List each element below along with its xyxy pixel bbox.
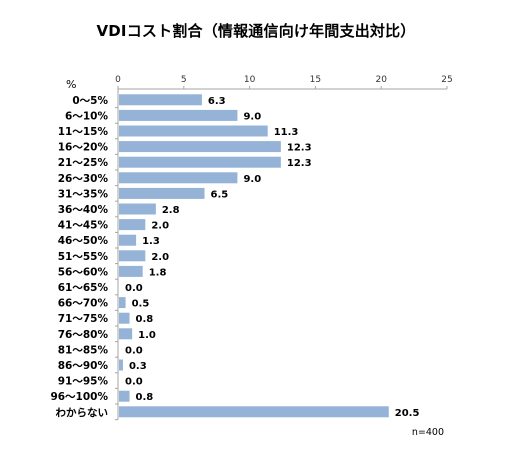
chart-title: VDIコスト割合（情報通信向け年間支出対比）: [96, 22, 416, 40]
sample-size-note: n=400: [412, 427, 444, 438]
x-tick-label: 20: [375, 75, 387, 85]
data-label: 12.3: [287, 158, 312, 169]
data-label: 0.8: [136, 314, 154, 325]
category-label: 36～40%: [58, 204, 109, 216]
data-label: 0.5: [132, 299, 150, 310]
category-label: わからない: [56, 407, 109, 419]
bar: [119, 156, 281, 168]
data-label: 0.3: [129, 361, 147, 372]
data-label: 2.0: [151, 252, 169, 263]
data-label: 0.0: [125, 377, 143, 388]
category-label: 26～30%: [58, 173, 109, 185]
category-label: 61～65%: [58, 282, 109, 294]
bar: [119, 172, 238, 184]
category-axis-title: %: [66, 78, 76, 91]
bar: [119, 187, 205, 199]
category-label: 96～100%: [50, 391, 108, 403]
x-tick-label: 10: [244, 75, 256, 85]
category-label: 11～15%: [58, 126, 109, 138]
x-tick-label: 5: [181, 75, 187, 85]
category-label: 86～90%: [58, 360, 109, 372]
category-label: 41～45%: [58, 220, 109, 232]
bar: [119, 219, 146, 231]
category-label: 76～80%: [58, 329, 109, 341]
category-label: 71～75%: [58, 313, 109, 325]
bar: [119, 250, 146, 262]
bar: [119, 125, 268, 137]
bar: [119, 234, 137, 246]
category-label: 56～60%: [58, 266, 109, 278]
bar: [119, 328, 133, 340]
category-label: 6～10%: [65, 110, 108, 122]
bar-series: [119, 94, 389, 418]
data-label: 1.8: [149, 267, 167, 278]
data-label: 11.3: [274, 127, 299, 138]
bar: [119, 359, 123, 371]
category-label: 31～35%: [58, 188, 109, 200]
x-axis: 0 5 10 15 20 25: [115, 75, 453, 421]
data-label: 20.5: [395, 408, 420, 419]
category-label: 16～20%: [58, 142, 109, 154]
bar: [119, 297, 126, 309]
data-label: 9.0: [243, 174, 261, 185]
bar: [119, 141, 281, 153]
x-tick-label: 0: [115, 75, 121, 85]
category-label: 21～25%: [58, 157, 109, 169]
data-label: 6.5: [211, 189, 229, 200]
category-label: 51～55%: [58, 251, 109, 263]
category-label: 81～85%: [58, 344, 109, 356]
data-label: 2.8: [162, 205, 180, 216]
data-label: 1.3: [142, 236, 160, 247]
x-tick-label: 15: [310, 75, 321, 85]
data-label: 9.0: [243, 111, 261, 122]
data-label: 1.0: [138, 330, 156, 341]
data-label: 0.0: [125, 283, 143, 294]
data-labels: 6.3 9.0 11.3 12.3 12.3 9.0 6.5 2.8 2.0 1.3 2.0 1.8 0…: [125, 96, 419, 419]
bar: [119, 312, 130, 324]
data-label: 0.8: [136, 392, 154, 403]
bar: [119, 94, 202, 106]
bar: [119, 203, 156, 215]
category-label: 46～50%: [58, 235, 109, 247]
bar: [119, 265, 143, 277]
category-label: 66～70%: [58, 298, 109, 310]
category-axis: 0～5% 6～10% 11～15% 16～20% 21～25% 26～30% 31～35% 3…: [50, 95, 108, 419]
bar: [119, 406, 389, 418]
category-label: 0～5%: [72, 95, 108, 107]
x-tick-label: 25: [441, 75, 452, 85]
bar: [119, 390, 130, 402]
bar: [119, 109, 238, 121]
data-label: 2.0: [151, 221, 169, 232]
category-label: 91～95%: [58, 376, 109, 388]
data-label: 6.3: [208, 96, 226, 107]
data-label: 12.3: [287, 143, 312, 154]
data-label: 0.0: [125, 345, 143, 356]
